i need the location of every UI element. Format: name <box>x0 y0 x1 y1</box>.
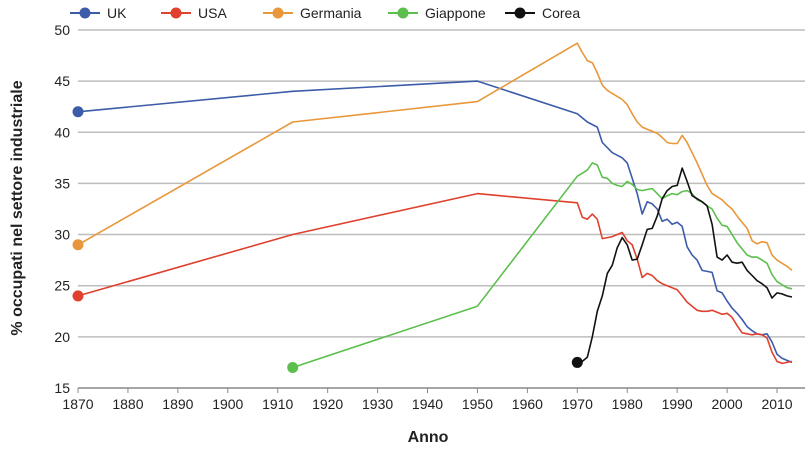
legend: UK USA Germania Giappone Corea <box>70 5 580 21</box>
legend-label: Corea <box>542 5 580 21</box>
legend-item-germania: Germania <box>263 5 362 21</box>
series-line <box>577 167 793 364</box>
series-start-marker <box>287 362 299 374</box>
series-start-marker <box>72 106 84 118</box>
x-tick-label: 1980 <box>612 396 643 412</box>
x-tick-label: 1990 <box>662 396 693 412</box>
y-tick-label: 15 <box>54 380 70 396</box>
series-germania <box>72 42 793 272</box>
series-lines <box>72 42 793 374</box>
series-start-marker <box>571 356 583 368</box>
series-giappone <box>287 162 793 374</box>
y-tick-label: 40 <box>54 124 70 140</box>
legend-item-giappone: Giappone <box>388 5 486 21</box>
legend-label: UK <box>107 5 127 21</box>
x-tick-label: 2000 <box>712 396 743 412</box>
y-tick-label: 30 <box>54 227 70 243</box>
x-tick-label: 1960 <box>512 396 543 412</box>
gridlines <box>78 29 805 338</box>
series-corea <box>571 167 793 368</box>
series-line <box>77 192 793 365</box>
x-tick-label: 1920 <box>312 396 343 412</box>
legend-item-corea: Corea <box>505 5 580 21</box>
legend-marker <box>514 7 526 19</box>
x-tick-label: 1900 <box>212 396 243 412</box>
series-start-marker <box>72 239 84 251</box>
legend-marker <box>272 7 284 19</box>
x-tick-label: 2010 <box>761 396 792 412</box>
series-start-marker <box>72 290 84 302</box>
series-uk <box>72 80 793 364</box>
legend-label: Giappone <box>425 5 486 21</box>
x-tick-label: 1880 <box>112 396 143 412</box>
legend-label: USA <box>198 5 227 21</box>
y-tick-label: 20 <box>54 329 70 345</box>
x-tick-label: 1970 <box>562 396 593 412</box>
y-tick-label: 50 <box>54 22 70 38</box>
legend-marker <box>170 7 182 19</box>
x-tick-label: 1930 <box>362 396 393 412</box>
legend-item-usa: USA <box>161 5 227 21</box>
x-tick-label: 1870 <box>62 396 93 412</box>
y-tick-label: 45 <box>54 73 70 89</box>
legend-marker <box>397 7 409 19</box>
y-tick-label: 25 <box>54 278 70 294</box>
y-axis-label: % occupati nel settore industriale <box>9 80 26 335</box>
y-tick-label: 35 <box>54 175 70 191</box>
legend-label: Germania <box>300 5 362 21</box>
x-tick-label: 1940 <box>412 396 443 412</box>
x-tick-label: 1910 <box>262 396 293 412</box>
legend-marker <box>79 7 91 19</box>
series-usa <box>72 192 793 365</box>
axes: 15 20 25 30 35 40 45 50 1870 1880 1890 1900 1910 1920… <box>54 22 805 412</box>
series-line <box>292 162 793 369</box>
legend-item-uk: UK <box>70 5 127 21</box>
series-line <box>77 42 793 272</box>
x-tick-label: 1950 <box>462 396 493 412</box>
x-axis-label: Anno <box>408 429 449 446</box>
x-tick-label: 1890 <box>162 396 193 412</box>
